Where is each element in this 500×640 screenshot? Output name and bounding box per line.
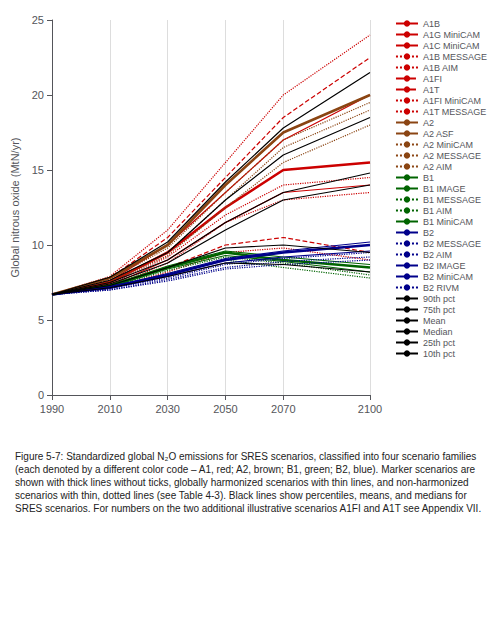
svg-text:25th pct: 25th pct bbox=[423, 338, 456, 348]
svg-text:Global nitrous oxide (MtN/yr): Global nitrous oxide (MtN/yr) bbox=[9, 138, 21, 278]
svg-text:B2: B2 bbox=[423, 228, 434, 238]
svg-text:B2 IMAGE: B2 IMAGE bbox=[423, 261, 466, 271]
svg-text:A1B AIM: A1B AIM bbox=[423, 63, 458, 73]
svg-text:A1B MESSAGE: A1B MESSAGE bbox=[423, 52, 487, 62]
svg-text:1990: 1990 bbox=[40, 403, 64, 415]
svg-text:Figure 5-7: Standardized globa: Figure 5-7: Standardized global N₂O emis… bbox=[15, 451, 479, 462]
svg-text:scenarios with thin, dotted li: scenarios with thin, dotted lines (see T… bbox=[15, 490, 470, 501]
svg-text:shown with thick lines without: shown with thick lines without ticks, gl… bbox=[15, 477, 471, 488]
svg-text:A1T MESSAGE: A1T MESSAGE bbox=[423, 107, 486, 117]
svg-text:75th pct: 75th pct bbox=[423, 305, 456, 315]
svg-text:2050: 2050 bbox=[213, 403, 237, 415]
svg-text:B1 IMAGE: B1 IMAGE bbox=[423, 184, 466, 194]
svg-text:A1FI: A1FI bbox=[423, 74, 442, 84]
svg-text:SRES scenarios. For numbers on: SRES scenarios. For numbers on the two a… bbox=[15, 503, 481, 514]
svg-text:0: 0 bbox=[38, 389, 44, 401]
svg-text:A2 MiniCAM: A2 MiniCAM bbox=[423, 140, 473, 150]
svg-text:A1B: A1B bbox=[423, 19, 440, 29]
svg-text:B2 AIM: B2 AIM bbox=[423, 250, 452, 260]
svg-text:A1G MiniCAM: A1G MiniCAM bbox=[423, 30, 480, 40]
svg-text:B2 RIVM: B2 RIVM bbox=[423, 283, 459, 293]
svg-text:A2: A2 bbox=[423, 118, 434, 128]
svg-text:2030: 2030 bbox=[155, 403, 179, 415]
svg-text:2070: 2070 bbox=[271, 403, 295, 415]
svg-text:A2 MESSAGE: A2 MESSAGE bbox=[423, 151, 481, 161]
svg-text:B1: B1 bbox=[423, 173, 434, 183]
svg-text:15: 15 bbox=[32, 164, 44, 176]
svg-text:20: 20 bbox=[32, 89, 44, 101]
svg-text:A1C MiniCAM: A1C MiniCAM bbox=[423, 41, 480, 51]
svg-text:A1FI MiniCAM: A1FI MiniCAM bbox=[423, 96, 481, 106]
svg-text:25: 25 bbox=[32, 14, 44, 26]
svg-text:B1 AIM: B1 AIM bbox=[423, 206, 452, 216]
svg-text:Median: Median bbox=[423, 327, 453, 337]
svg-text:B2 MESSAGE: B2 MESSAGE bbox=[423, 239, 481, 249]
svg-text:2100: 2100 bbox=[358, 403, 382, 415]
svg-text:B2 MiniCAM: B2 MiniCAM bbox=[423, 272, 473, 282]
svg-text:A2 ASF: A2 ASF bbox=[423, 129, 454, 139]
svg-text:A2 AIM: A2 AIM bbox=[423, 162, 452, 172]
svg-text:(each denoted by a different c: (each denoted by a different color code … bbox=[15, 464, 478, 475]
svg-text:10th pct: 10th pct bbox=[423, 349, 456, 359]
svg-text:5: 5 bbox=[38, 314, 44, 326]
svg-text:2010: 2010 bbox=[98, 403, 122, 415]
svg-text:90th pct: 90th pct bbox=[423, 294, 456, 304]
svg-text:B1 MiniCAM: B1 MiniCAM bbox=[423, 217, 473, 227]
svg-text:10: 10 bbox=[32, 239, 44, 251]
svg-text:B1 MESSAGE: B1 MESSAGE bbox=[423, 195, 481, 205]
svg-text:Mean: Mean bbox=[423, 316, 446, 326]
svg-text:A1T: A1T bbox=[423, 85, 440, 95]
